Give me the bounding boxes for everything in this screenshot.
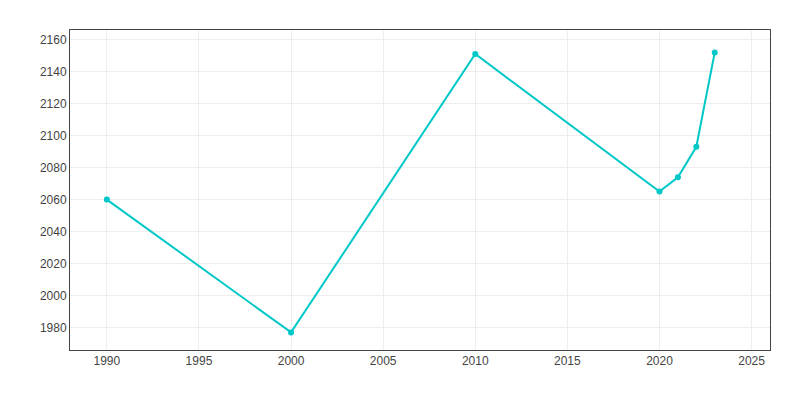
svg-text:2015: 2015 [554,354,581,368]
svg-text:2020: 2020 [40,257,67,271]
svg-text:1990: 1990 [93,354,120,368]
svg-text:2020: 2020 [646,354,673,368]
svg-text:2060: 2060 [40,193,67,207]
svg-text:2000: 2000 [40,289,67,303]
svg-text:2120: 2120 [40,97,67,111]
svg-text:2005: 2005 [370,354,397,368]
svg-text:2080: 2080 [40,161,67,175]
svg-text:2010: 2010 [462,354,489,368]
svg-text:2025: 2025 [738,354,765,368]
svg-text:1995: 1995 [186,354,213,368]
svg-text:2040: 2040 [40,225,67,239]
svg-text:2160: 2160 [40,33,67,47]
svg-text:2000: 2000 [278,354,305,368]
svg-text:1980: 1980 [40,321,67,335]
svg-text:2140: 2140 [40,65,67,79]
svg-text:2100: 2100 [40,129,67,143]
